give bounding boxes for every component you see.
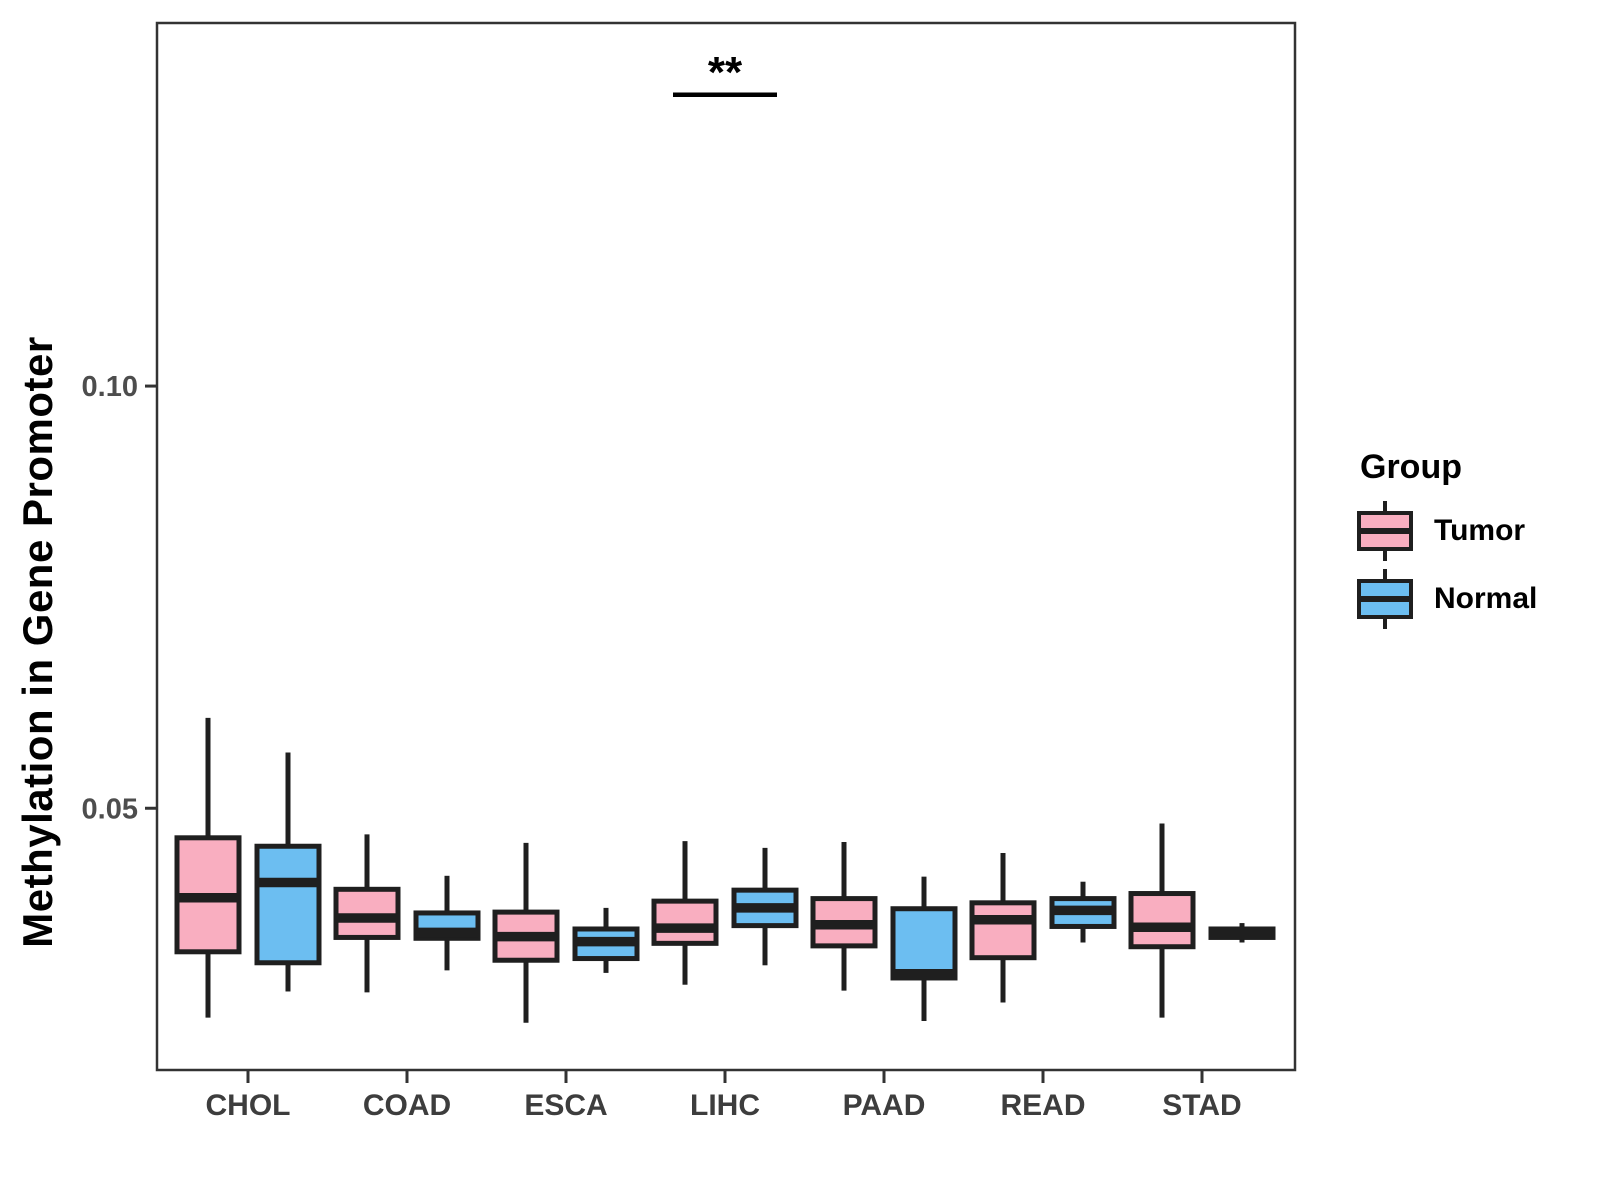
legend-label-normal: Normal bbox=[1434, 582, 1538, 615]
box-CHOL-normal bbox=[254, 843, 322, 966]
box-READ-tumor bbox=[969, 900, 1037, 961]
x-tick-label-CHOL: CHOL bbox=[206, 1089, 291, 1122]
legend-key-boxplot-icon bbox=[1357, 569, 1413, 629]
x-tick-label-LIHC: LIHC bbox=[690, 1089, 760, 1122]
y-tick-label-0.05: 0.05 bbox=[82, 793, 138, 825]
x-tick-label-COAD: COAD bbox=[363, 1089, 451, 1122]
box-STAD-tumor bbox=[1128, 891, 1196, 950]
legend-items: Tumor Normal bbox=[1356, 497, 1596, 633]
y-tick-label-0.10: 0.10 bbox=[82, 371, 138, 403]
legend: Group Tumor Normal bbox=[1356, 448, 1596, 633]
box-PAAD-normal bbox=[890, 906, 958, 981]
significance-label: ** bbox=[708, 48, 743, 97]
x-tick-label-READ: READ bbox=[1000, 1089, 1085, 1122]
legend-label-tumor: Tumor bbox=[1434, 514, 1526, 547]
legend-item-tumor: Tumor bbox=[1356, 497, 1596, 565]
legend-item-normal: Normal bbox=[1356, 565, 1596, 633]
x-tick-label-PAAD: PAAD bbox=[843, 1089, 926, 1122]
x-tick-label-ESCA: ESCA bbox=[524, 1089, 607, 1122]
panel-border bbox=[155, 21, 1297, 1072]
box-LIHC-tumor bbox=[651, 898, 719, 946]
x-tick-label-STAD: STAD bbox=[1162, 1089, 1241, 1122]
legend-key-boxplot-icon bbox=[1357, 501, 1413, 561]
legend-title: Group bbox=[1360, 448, 1462, 486]
